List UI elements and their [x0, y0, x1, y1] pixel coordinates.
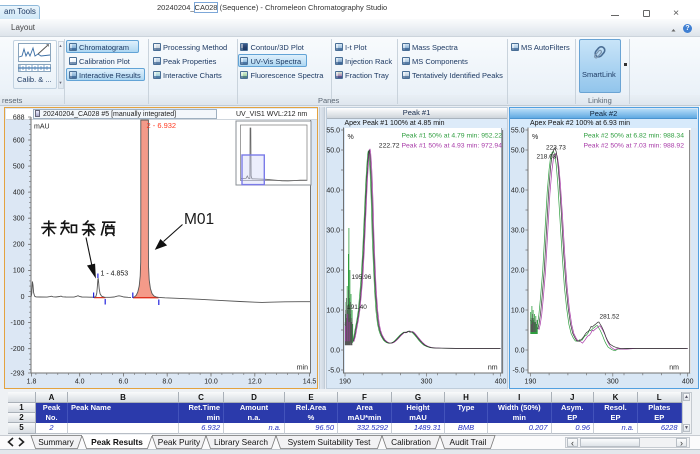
svg-text:1.8: 1.8 [27, 379, 37, 386]
svg-text:mAU: mAU [34, 124, 50, 131]
svg-text:0: 0 [21, 294, 25, 301]
svg-text:400: 400 [495, 379, 507, 386]
svg-text:400: 400 [13, 189, 25, 196]
svg-text:4.0: 4.0 [75, 379, 85, 386]
svg-text:400: 400 [682, 379, 694, 386]
svg-text:Audit Trail: Audit Trail [450, 437, 487, 447]
svg-text:Peak Purity: Peak Purity [158, 437, 201, 447]
svg-text:30.0: 30.0 [326, 227, 340, 234]
svg-text:218.68: 218.68 [537, 154, 557, 161]
svg-text:nm: nm [669, 365, 679, 372]
svg-text:0.0: 0.0 [330, 347, 340, 354]
svg-text:10.0: 10.0 [511, 307, 525, 314]
svg-text:-200: -200 [10, 346, 24, 353]
svg-text:300: 300 [607, 379, 619, 386]
svg-text:14.5: 14.5 [303, 379, 317, 386]
svg-text:200: 200 [13, 242, 25, 249]
svg-text:Library Search: Library Search [214, 437, 268, 447]
svg-text:2 - 6.932: 2 - 6.932 [147, 121, 177, 130]
svg-text:-100: -100 [10, 320, 24, 327]
svg-text:%: % [348, 134, 354, 141]
svg-text:Peak #2 50% at 7.03 min: 988.9: Peak #2 50% at 7.03 min: 988.92 [583, 143, 684, 150]
svg-text:281.52: 281.52 [600, 314, 620, 321]
svg-text:nm: nm [488, 365, 498, 372]
svg-text:8.0: 8.0 [162, 379, 172, 386]
svg-text:40.0: 40.0 [511, 187, 525, 194]
svg-text:-5.0: -5.0 [328, 367, 340, 374]
svg-text:500: 500 [13, 163, 25, 170]
svg-text:10.0: 10.0 [204, 379, 218, 386]
svg-text:%: % [532, 134, 538, 141]
svg-text:Peak #2 50% at 6.82 min: 988.3: Peak #2 50% at 6.82 min: 988.34 [583, 133, 684, 140]
svg-text:12.0: 12.0 [248, 379, 262, 386]
svg-text:222.72 Peak #1 50% at 4.93 min: 222.72 Peak #1 50% at 4.93 min: 972.94 [379, 143, 502, 150]
svg-text:0.0: 0.0 [515, 347, 525, 354]
svg-text:191.40: 191.40 [347, 304, 367, 311]
svg-text:1 - 4.853: 1 - 4.853 [101, 271, 129, 278]
svg-text:-293: -293 [10, 370, 24, 377]
svg-text:300: 300 [13, 216, 25, 223]
svg-text:Calibration: Calibration [391, 437, 431, 447]
svg-text:6.0: 6.0 [119, 379, 129, 386]
svg-text:System Suitability Test: System Suitability Test [288, 437, 372, 447]
svg-text:M01: M01 [184, 211, 214, 228]
svg-text:300: 300 [421, 379, 433, 386]
svg-text:-5.0: -5.0 [512, 367, 524, 374]
svg-text:100: 100 [13, 268, 25, 275]
svg-text:Peak #1 50% at 4.79 min: 952.2: Peak #1 50% at 4.79 min: 952.22 [401, 133, 502, 140]
svg-text:195.96: 195.96 [352, 274, 372, 281]
svg-text:40.0: 40.0 [326, 187, 340, 194]
svg-text:30.0: 30.0 [511, 227, 525, 234]
svg-text:600: 600 [13, 137, 25, 144]
svg-text:50.0: 50.0 [326, 147, 340, 154]
svg-text:223.73: 223.73 [546, 145, 566, 152]
svg-text:Peak Results: Peak Results [91, 437, 143, 447]
svg-text:190: 190 [525, 379, 537, 386]
svg-text:55.0: 55.0 [326, 127, 340, 134]
svg-text:688: 688 [13, 114, 25, 121]
svg-text:190: 190 [339, 379, 351, 386]
svg-text:20.0: 20.0 [326, 267, 340, 274]
svg-text:20.0: 20.0 [511, 267, 525, 274]
svg-text:min: min [297, 365, 308, 372]
svg-text:Summary: Summary [38, 437, 74, 447]
svg-text:10.0: 10.0 [326, 307, 340, 314]
svg-text:55.0: 55.0 [511, 127, 525, 134]
svg-text:50.0: 50.0 [511, 147, 525, 154]
